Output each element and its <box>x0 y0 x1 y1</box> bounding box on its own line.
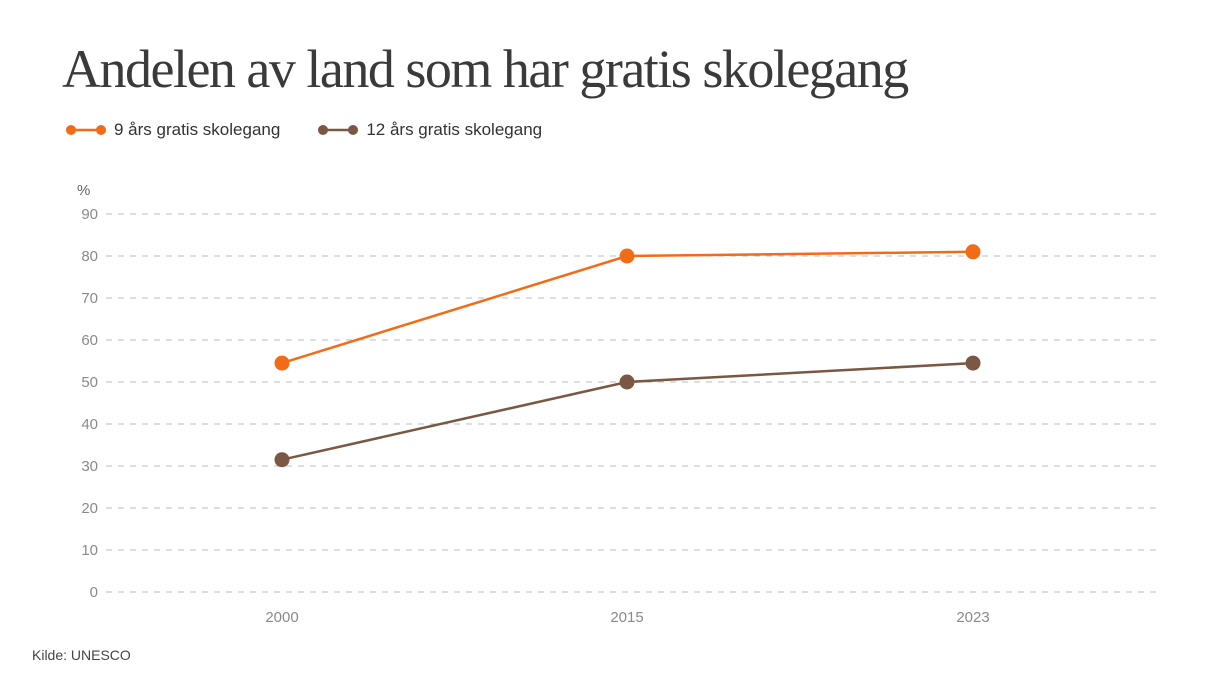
y-tick-label: 40 <box>81 416 98 433</box>
y-tick-label: 0 <box>90 584 98 601</box>
y-tick-label: 50 <box>81 374 98 391</box>
series-line-1 <box>281 250 974 365</box>
series-points <box>274 244 981 468</box>
data-point-series-2-2015 <box>619 374 635 390</box>
grid-layer <box>106 213 1156 593</box>
data-point-series-1-2023 <box>965 244 981 260</box>
x-tick-label: 2023 <box>956 609 989 626</box>
y-axis-unit: % <box>77 182 91 199</box>
data-point-series-1-2000 <box>274 355 290 371</box>
y-tick-labels: 0 10 20 30 40 50 60 70 80 90 <box>81 206 98 601</box>
legend-label-9-years: 9 års gratis skolegang <box>114 120 281 139</box>
y-tick-label: 20 <box>81 500 98 517</box>
y-tick-label: 90 <box>81 206 98 223</box>
y-tick-label: 10 <box>81 542 98 559</box>
y-tick-label: 60 <box>81 332 98 349</box>
x-tick-label: 2000 <box>265 609 298 626</box>
y-tick-label: 30 <box>81 458 98 475</box>
chart-title: Andelen av land som har gratis skolegang <box>62 39 909 99</box>
legend-swatch-9-years-icon <box>66 125 106 135</box>
source-note: Kilde: UNESCO <box>32 647 131 663</box>
series-lines <box>281 250 974 461</box>
x-tick-label: 2015 <box>610 609 643 626</box>
x-tick-labels: 2000 2015 2023 <box>265 609 989 626</box>
legend-swatch-12-years-icon <box>318 125 359 135</box>
data-point-series-2-2000 <box>274 452 290 468</box>
y-tick-label: 80 <box>81 248 98 265</box>
data-point-series-1-2015 <box>619 248 635 264</box>
y-tick-label: 70 <box>81 290 98 307</box>
legend-item-12-years: 12 års gratis skolegang <box>318 120 542 140</box>
legend-item-9-years: 9 års gratis skolegang <box>66 120 280 140</box>
data-point-series-2-2023 <box>965 355 981 371</box>
legend-label-12-years: 12 års gratis skolegang <box>366 120 543 139</box>
legend: 9 års gratis skolegang 12 års gratis sko… <box>66 120 580 140</box>
